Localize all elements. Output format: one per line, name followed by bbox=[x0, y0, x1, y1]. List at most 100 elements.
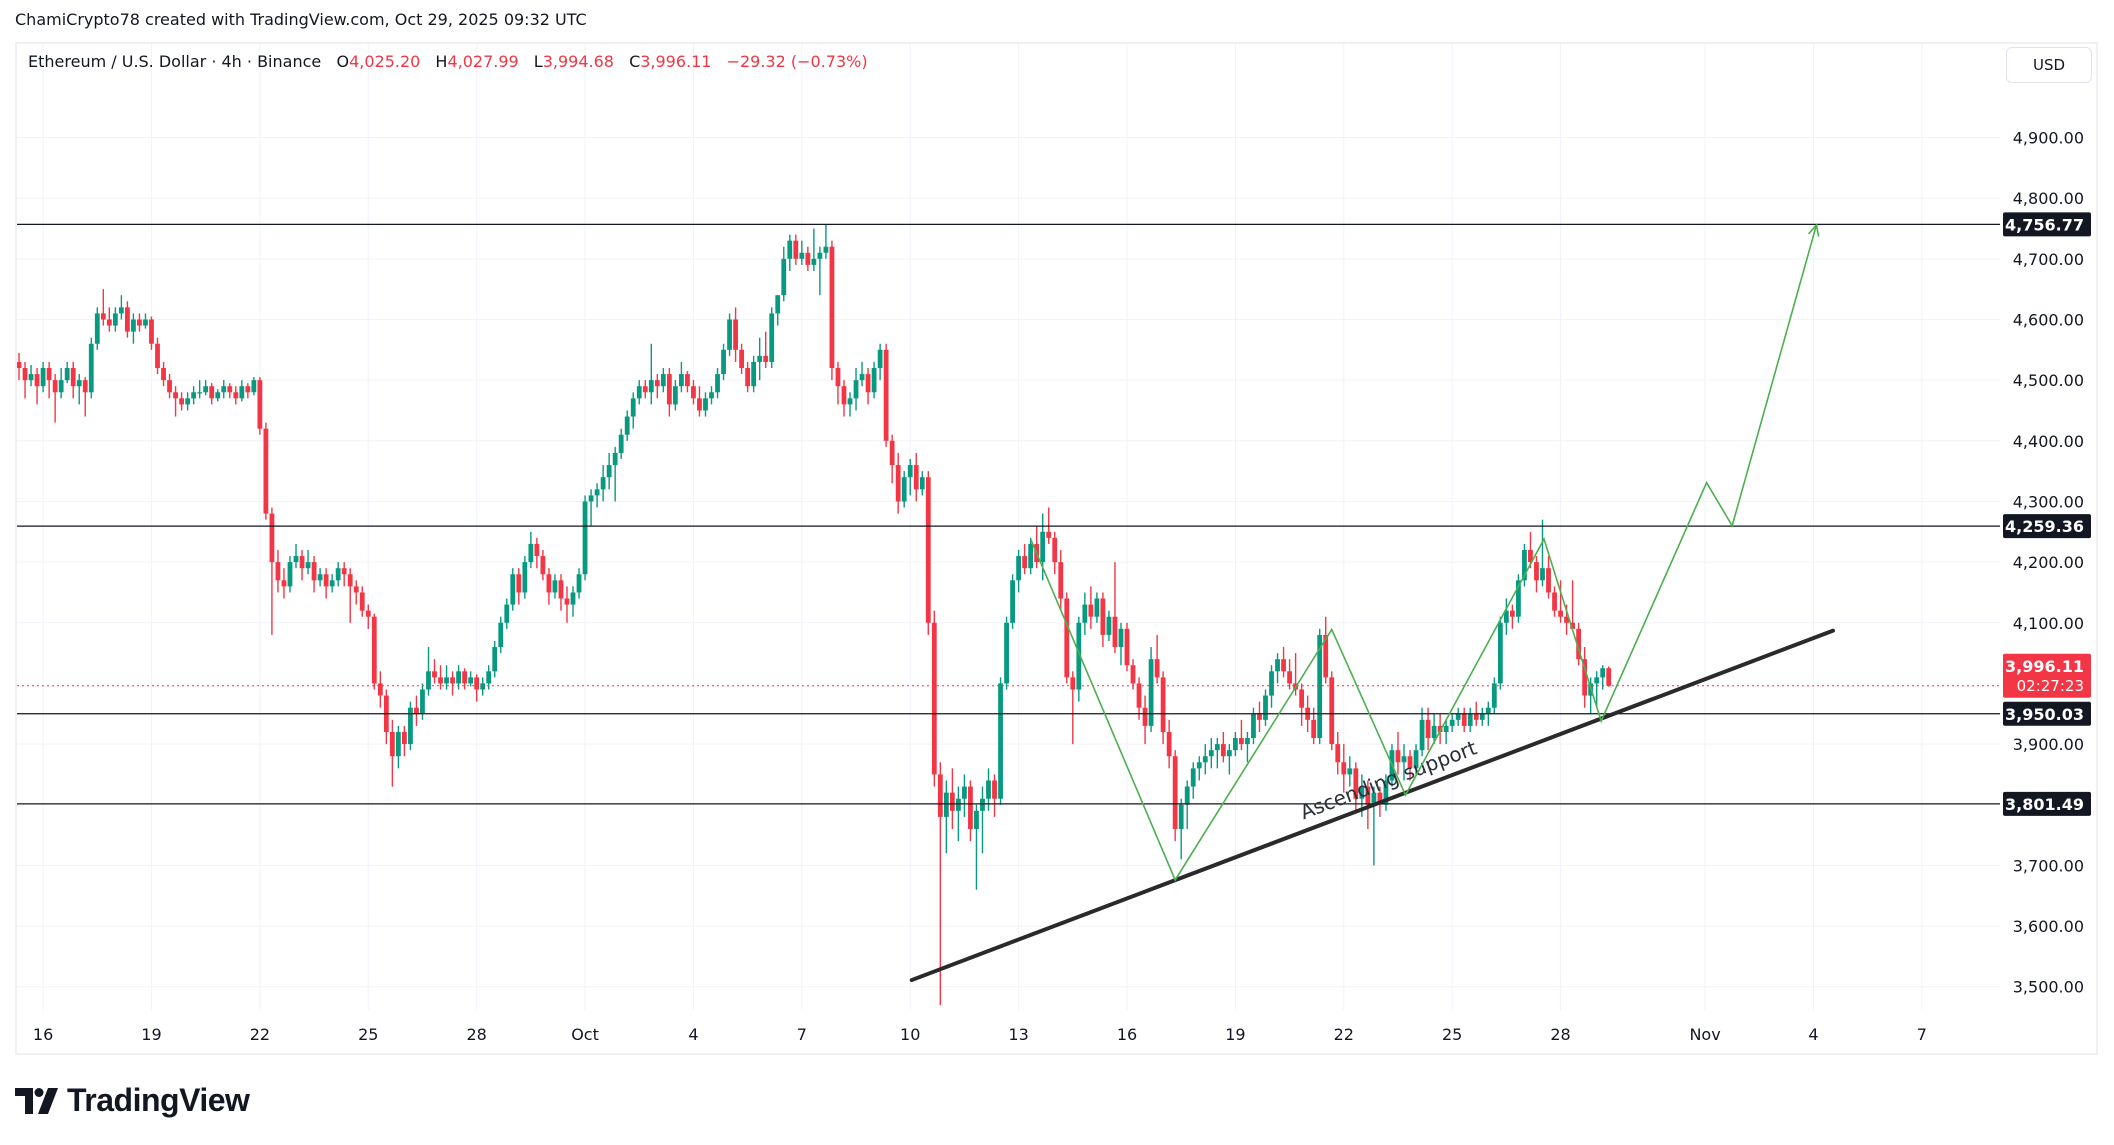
candle-body bbox=[998, 683, 1003, 799]
candle-down bbox=[245, 383, 251, 399]
candle-body bbox=[1395, 750, 1401, 763]
level-price-badge[interactable]: 4,756.77 bbox=[2003, 212, 2091, 237]
candle-body bbox=[1208, 750, 1214, 757]
candle-body bbox=[1269, 671, 1274, 696]
candle-body bbox=[1040, 531, 1046, 563]
candle-down bbox=[1154, 634, 1160, 684]
candle-down bbox=[137, 313, 142, 332]
candle-body bbox=[793, 240, 799, 259]
date-tick-label: Oct bbox=[571, 1025, 599, 1044]
candle-down bbox=[353, 580, 359, 605]
level-price-badge[interactable]: 3,950.03 bbox=[2003, 701, 2091, 726]
arrowhead-icon bbox=[1807, 223, 1820, 237]
candle-body bbox=[949, 792, 955, 811]
candle-up bbox=[203, 380, 209, 396]
candle-body bbox=[131, 319, 136, 332]
candle-body bbox=[1558, 610, 1563, 617]
tradingview-logo[interactable]: TradingView bbox=[15, 1082, 250, 1119]
candle-down bbox=[365, 604, 371, 629]
candle-body bbox=[1329, 677, 1335, 745]
candle-down bbox=[1130, 659, 1136, 690]
projection-zigzag-path[interactable] bbox=[1029, 224, 1818, 882]
date-tick-label: 16 bbox=[33, 1025, 53, 1044]
candle-down bbox=[1100, 592, 1106, 648]
level-price-badge[interactable]: 4,259.36 bbox=[2003, 514, 2091, 539]
candle-body bbox=[895, 465, 901, 502]
candle-body bbox=[739, 349, 745, 369]
candles bbox=[17, 224, 1612, 1005]
candle-body bbox=[347, 574, 353, 587]
candle-body bbox=[564, 598, 570, 605]
candle-up bbox=[444, 665, 449, 690]
candle-up bbox=[847, 392, 853, 417]
candle-body bbox=[1371, 792, 1377, 805]
candle-body bbox=[660, 374, 666, 387]
candle-up bbox=[955, 786, 961, 842]
candle-body bbox=[594, 489, 600, 496]
candle-body bbox=[1245, 738, 1250, 745]
candle-body bbox=[666, 374, 672, 405]
symbol-title[interactable]: Ethereum / U.S. Dollar · 4h · Binance bbox=[28, 52, 322, 71]
candle-up bbox=[648, 343, 654, 405]
candle-body bbox=[1485, 707, 1491, 714]
candle-down bbox=[1552, 586, 1557, 617]
close-label: C bbox=[629, 52, 641, 71]
candle-body bbox=[88, 343, 94, 393]
candle-down bbox=[1534, 556, 1539, 593]
candle-up bbox=[335, 562, 341, 587]
candle-body bbox=[1449, 719, 1455, 726]
candle-body bbox=[1594, 677, 1600, 684]
candle-body bbox=[1443, 725, 1449, 732]
price-tick-label: 4,200.00 bbox=[2013, 553, 2084, 572]
level-price-badge[interactable]: 3,801.49 bbox=[2003, 791, 2091, 816]
price-tick-label: 3,900.00 bbox=[2013, 735, 2084, 754]
candle-down bbox=[179, 392, 184, 411]
candle-body bbox=[654, 380, 660, 387]
candle-body bbox=[980, 798, 985, 811]
candle-body bbox=[106, 319, 112, 326]
currency-button[interactable]: USD bbox=[2006, 47, 2092, 83]
candle-body bbox=[28, 374, 34, 381]
candle-up bbox=[305, 549, 311, 575]
date-tick-label: 28 bbox=[1550, 1025, 1570, 1044]
price-tick-label: 3,500.00 bbox=[2013, 978, 2084, 997]
ascending-support-line[interactable] bbox=[909, 628, 1836, 983]
candle-body bbox=[329, 580, 335, 587]
candle-body bbox=[1166, 731, 1172, 757]
candle-down bbox=[931, 610, 937, 787]
candle-down bbox=[1058, 549, 1064, 611]
candle-up bbox=[185, 392, 191, 411]
candle-body bbox=[763, 355, 769, 362]
candle-body bbox=[408, 707, 413, 745]
candle-body bbox=[155, 343, 160, 369]
candle-up bbox=[1076, 616, 1082, 702]
candle-down bbox=[1582, 647, 1588, 708]
time-axis[interactable]: 16 19 22 25 28 Oct 4 7 10 13 16 19 22 25 28 Nov 4 7 bbox=[33, 1025, 1927, 1044]
level-price-text: 3,950.03 bbox=[2005, 705, 2084, 724]
candle-up bbox=[1516, 574, 1521, 623]
high-value: 4,027.99 bbox=[447, 52, 519, 71]
price-tick-label: 4,300.00 bbox=[2013, 492, 2084, 511]
candle-up bbox=[1497, 616, 1503, 690]
price-tick-label: 4,600.00 bbox=[2013, 310, 2084, 329]
price-axis[interactable]: 4,900.00 4,800.00 4,700.00 4,600.00 4,500.00… bbox=[2003, 129, 2091, 997]
candle-body bbox=[227, 386, 233, 393]
candle-up bbox=[1419, 707, 1425, 757]
candle-up bbox=[853, 368, 859, 411]
candle-down bbox=[763, 331, 769, 369]
candle-up bbox=[1443, 719, 1449, 745]
candle-down bbox=[1570, 580, 1576, 629]
candle-up bbox=[1004, 616, 1009, 690]
candle-body bbox=[1052, 537, 1058, 563]
candle-body bbox=[817, 252, 823, 259]
candle-body bbox=[1311, 719, 1317, 739]
candle-body bbox=[1479, 713, 1485, 720]
candle-body bbox=[1004, 622, 1009, 684]
chart-credit: ChamiCrypto78 created with TradingView.c… bbox=[15, 10, 587, 29]
candle-body bbox=[612, 452, 618, 466]
drawings[interactable]: Ascending support bbox=[17, 223, 2000, 983]
candle-up bbox=[1178, 798, 1184, 860]
candle-down bbox=[70, 361, 76, 399]
